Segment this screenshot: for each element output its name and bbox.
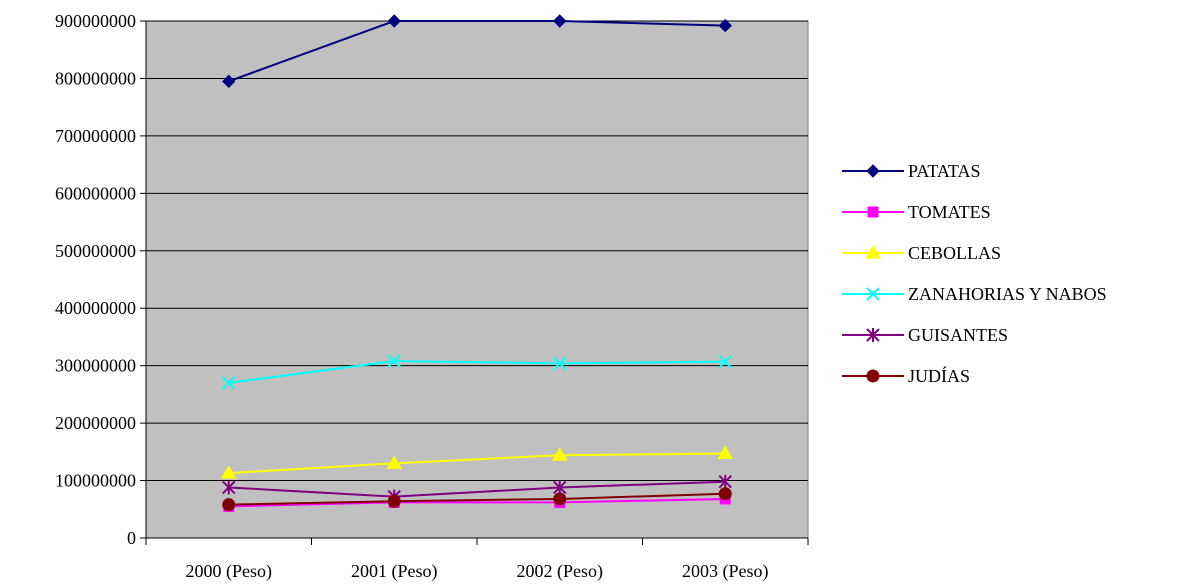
y-tick-label: 0 [127,528,136,548]
x-axis-ticks: 2000 (Peso) 2001 (Peso) 2002 (Peso) 2003 (P… [145,538,809,582]
x-tick-label: 2001 (Peso) [351,561,438,582]
series-line [228,452,726,475]
y-axis-ticks: 0 100000000 200000000 300000000 400000000 500… [55,11,146,548]
data-point [222,498,236,512]
legend-item: JUDÍAS [842,365,970,386]
data-point [387,494,401,508]
legend-label: GUISANTES [908,325,1008,345]
legend-marker [867,206,879,218]
data-point [222,74,236,89]
legend-item: PATATAS [842,161,980,181]
legend-label: CEBOLLAS [908,243,1001,263]
legend-marker [866,164,880,178]
data-point [386,455,403,469]
y-tick-label: 200000000 [55,413,136,433]
legend-marker [866,328,880,342]
series-line [228,20,726,83]
legend-marker [866,287,880,301]
legend-label: TOMATES [908,202,991,222]
x-tick-label: 2000 (Peso) [186,561,273,582]
legend-item: CEBOLLAS [842,243,1001,263]
y-tick-label: 500000000 [55,241,136,261]
legend-label: PATATAS [908,161,980,181]
legend-marker [865,245,881,259]
data-point [387,354,401,368]
data-point [220,465,237,479]
y-tick-label: 600000000 [55,183,136,203]
data-point [718,18,732,33]
legend-label: ZANAHORIAS Y NABOS [908,284,1107,304]
data-point [553,492,567,506]
x-tick-label: 2002 (Peso) [517,561,604,582]
series-line [228,360,726,384]
series-zanahorias-y-nabos [222,354,732,390]
series-group [220,14,734,512]
legend: PATATAS TOMATES CEBOLLAS ZANAHORIAS Y NABOS… [842,161,1107,386]
series-cebollas [220,445,734,479]
y-tick-label: 100000000 [55,471,136,491]
y-tick-label: 900000000 [55,11,136,31]
data-point [553,356,567,371]
data-point [718,487,732,501]
y-tick-label: 700000000 [55,126,136,146]
series-line [228,497,726,508]
y-tick-label: 400000000 [55,298,136,318]
data-point [718,474,732,489]
data-point [553,14,567,28]
legend-marker [866,369,880,383]
series-line [228,480,726,498]
data-point [222,376,236,390]
data-point [551,447,568,461]
data-point [717,445,734,460]
legend-item: TOMATES [842,202,991,222]
data-point [553,480,567,495]
x-tick-label: 2003 (Peso) [682,561,769,582]
data-point [222,480,236,495]
data-point [387,14,401,28]
plot-area [145,20,809,539]
legend-item: ZANAHORIAS Y NABOS [842,284,1107,304]
y-tick-label: 300000000 [55,356,136,376]
legend-item: GUISANTES [842,325,1008,345]
series-judias [222,487,732,512]
series-line [228,492,726,506]
data-point [718,354,732,369]
series-patatas [222,14,732,89]
legend-label: JUDÍAS [908,365,970,386]
y-tick-label: 800000000 [55,68,136,88]
